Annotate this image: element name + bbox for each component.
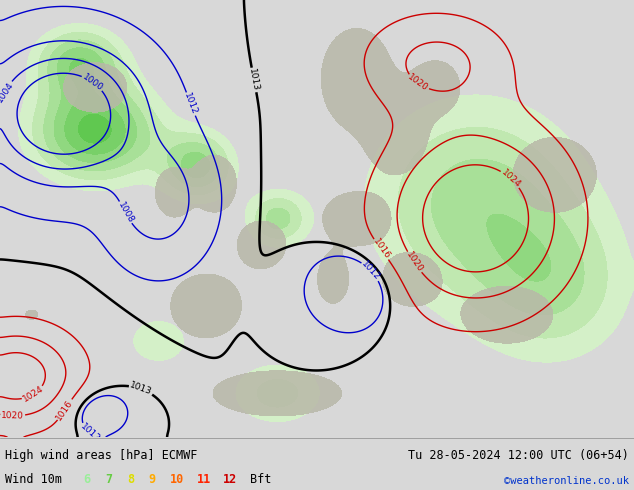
Text: 1013: 1013 <box>129 381 153 397</box>
Text: 10: 10 <box>170 473 184 486</box>
Text: 1024: 1024 <box>500 168 522 190</box>
Text: 1000: 1000 <box>81 72 105 93</box>
Text: High wind areas [hPa] ECMWF: High wind areas [hPa] ECMWF <box>5 449 197 462</box>
Text: 1008: 1008 <box>116 200 135 225</box>
Text: 11: 11 <box>197 473 210 486</box>
Text: 1012: 1012 <box>183 92 199 116</box>
Text: 8: 8 <box>127 473 134 486</box>
Text: 1013: 1013 <box>247 68 261 92</box>
Text: 1020: 1020 <box>1 411 24 420</box>
Text: ©weatheronline.co.uk: ©weatheronline.co.uk <box>504 476 629 486</box>
Text: 6: 6 <box>84 473 91 486</box>
Text: 1012: 1012 <box>360 260 382 282</box>
Text: 9: 9 <box>148 473 155 486</box>
Text: Bft: Bft <box>250 473 271 486</box>
Text: 1004: 1004 <box>0 80 15 104</box>
Text: 1012: 1012 <box>79 421 101 443</box>
Text: Tu 28-05-2024 12:00 UTC (06+54): Tu 28-05-2024 12:00 UTC (06+54) <box>408 449 629 462</box>
Text: 1020: 1020 <box>406 73 430 94</box>
Text: 1020: 1020 <box>404 250 424 274</box>
Text: 12: 12 <box>223 473 237 486</box>
Text: 7: 7 <box>105 473 112 486</box>
Text: 1024: 1024 <box>22 385 46 404</box>
Text: 1016: 1016 <box>55 398 75 422</box>
Text: Wind 10m: Wind 10m <box>5 473 62 486</box>
Text: 1016: 1016 <box>371 237 391 261</box>
